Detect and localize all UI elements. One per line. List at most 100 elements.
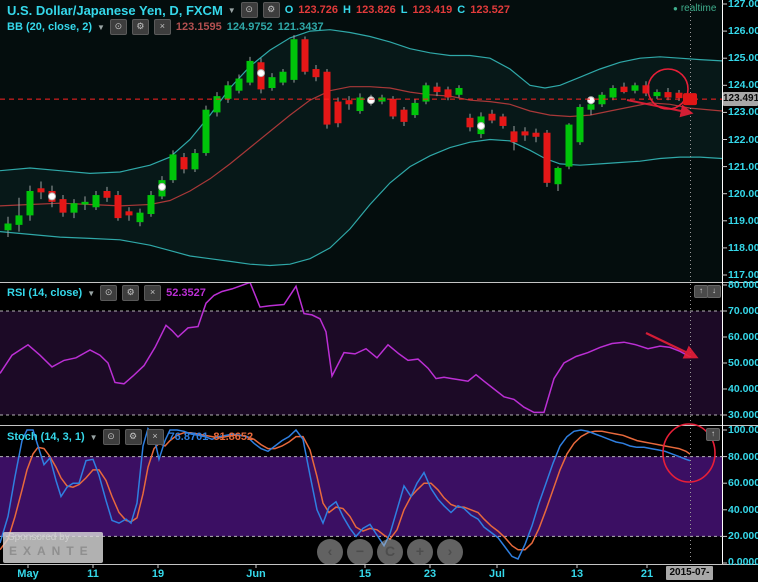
stoch-axis-label: 40.0000	[728, 503, 758, 516]
price-axis-label: 126.000	[728, 25, 758, 38]
symbol-title[interactable]: U.S. Dollar/Japanese Yen, D, FXCM	[7, 2, 223, 18]
scroll-right-button[interactable]: ›	[437, 539, 463, 565]
candle-up	[26, 190, 34, 216]
settings-icon[interactable]: ⚙	[122, 285, 140, 301]
rsi-line	[0, 283, 691, 414]
rsi-axis-label: 60.0000	[728, 331, 758, 343]
rsi-title[interactable]: RSI (14, close)	[7, 287, 83, 299]
low-label: L	[400, 4, 408, 16]
stoch-band-fill	[0, 456, 722, 537]
candle-up	[70, 203, 78, 213]
rsi-axis-label: 70.0000	[728, 305, 758, 317]
stoch-pane-move-button[interactable]: ↑	[706, 428, 720, 441]
stoch-panel[interactable]	[0, 427, 722, 560]
candle-down	[180, 157, 188, 170]
rsi-axis-label: 50.0000	[728, 357, 758, 369]
price-axis-label: 118.000	[728, 241, 758, 254]
candle-down	[400, 109, 408, 122]
rsi-value: 52.3527	[166, 287, 206, 299]
candle-down	[532, 132, 540, 137]
price-marker-square	[683, 93, 697, 106]
candle-up	[411, 102, 419, 116]
candle-down	[125, 211, 133, 216]
stoch-header: Stoch (14, 3, 1) ▼ ⊙ ⚙ × 76.8701 81.8652	[7, 429, 253, 445]
settings-icon[interactable]: ⚙	[131, 19, 149, 35]
candle-down	[301, 39, 309, 72]
high-value: 123.826	[355, 4, 396, 16]
open-label: O	[284, 4, 294, 16]
rsi-axis-label: 80.0000	[728, 279, 758, 291]
stoch-title[interactable]: Stoch (14, 3, 1)	[7, 431, 85, 443]
annotation-arrow-rsi	[645, 332, 699, 359]
price-axis-label: 122.000	[728, 133, 758, 146]
price-axis-label: 119.000	[728, 214, 758, 227]
main-price-panel[interactable]	[0, 0, 722, 282]
zoom-in-button[interactable]: +	[407, 539, 433, 565]
price-axis-label: 117.000	[728, 269, 758, 281]
chevron-down-icon[interactable]: ▼	[89, 432, 98, 442]
close-icon[interactable]: ×	[144, 285, 162, 301]
stoch-axis-label: 80.0000	[728, 450, 758, 463]
visibility-icon[interactable]: ⊙	[102, 429, 120, 445]
bb-upper-line	[0, 29, 722, 175]
candle-up	[356, 97, 364, 112]
trade-marker-dot	[158, 182, 166, 191]
candle-up	[191, 153, 199, 170]
candle-down	[334, 101, 342, 124]
candle-up	[268, 77, 276, 89]
settings-icon[interactable]: ⚙	[124, 429, 142, 445]
candle-up	[576, 106, 584, 143]
price-axis-label: 121.000	[728, 160, 758, 173]
zoom-out-button[interactable]: −	[347, 539, 373, 565]
candle-down	[510, 131, 518, 143]
candle-up	[224, 85, 232, 99]
candle-up	[246, 60, 254, 83]
chevron-down-icon[interactable]: ▼	[96, 22, 105, 32]
time-axis-label: 11	[87, 568, 99, 580]
rsi-panel[interactable]	[0, 282, 722, 416]
chevron-down-icon[interactable]: ▼	[87, 288, 96, 298]
realtime-dot-icon: ●	[673, 4, 678, 13]
reset-view-button[interactable]: C	[377, 539, 403, 565]
candle-down	[620, 86, 628, 93]
bb-mid-value: 123.1595	[175, 21, 222, 33]
sponsor-line: Sponsored by	[8, 532, 70, 543]
trade-marker-dot	[48, 192, 56, 201]
rsi-axis-label: 40.0000	[728, 383, 758, 395]
visibility-icon[interactable]: ⊙	[240, 2, 258, 18]
stoch-axis-label: 60.0000	[728, 477, 758, 490]
price-axis-label: 125.000	[728, 52, 758, 65]
rsi-pane-move-button[interactable]: ↑	[694, 285, 708, 298]
stoch-k-line	[0, 427, 691, 560]
stoch-d-value: 81.8652	[213, 431, 254, 443]
settings-icon[interactable]: ⚙	[262, 2, 280, 18]
close-icon[interactable]: ×	[146, 429, 164, 445]
bb-lower-value: 121.3437	[277, 21, 324, 33]
bb-band-fill	[0, 29, 722, 266]
trade-marker-dot	[257, 69, 265, 78]
bb-upper-value: 124.9752	[226, 21, 273, 33]
candle-up	[92, 195, 100, 208]
price-axis-label: 127.000	[728, 0, 758, 10]
candle-up	[235, 78, 243, 91]
chevron-down-icon[interactable]: ▼	[227, 5, 236, 15]
candle-down	[345, 100, 353, 105]
candle-down	[103, 190, 111, 198]
scroll-left-button[interactable]: ‹	[317, 539, 343, 565]
candle-down	[59, 199, 67, 213]
price-axis-label: 124.000	[728, 79, 758, 92]
trade-marker-dot	[477, 121, 485, 130]
bb-lower-line	[0, 138, 722, 267]
candle-up	[147, 195, 155, 215]
close-icon[interactable]: ×	[153, 19, 171, 35]
visibility-icon[interactable]: ⊙	[109, 19, 127, 35]
candle-down	[114, 195, 122, 219]
time-axis-label: 19	[151, 568, 165, 580]
visibility-icon[interactable]: ⊙	[100, 285, 118, 301]
bb-title[interactable]: BB (20, close, 2)	[7, 21, 92, 33]
candle-down	[543, 132, 551, 183]
rsi-pane-move-button[interactable]: ↓	[707, 285, 721, 298]
candle-up	[609, 88, 617, 98]
rsi-axis-label: 30.0000	[728, 409, 758, 421]
